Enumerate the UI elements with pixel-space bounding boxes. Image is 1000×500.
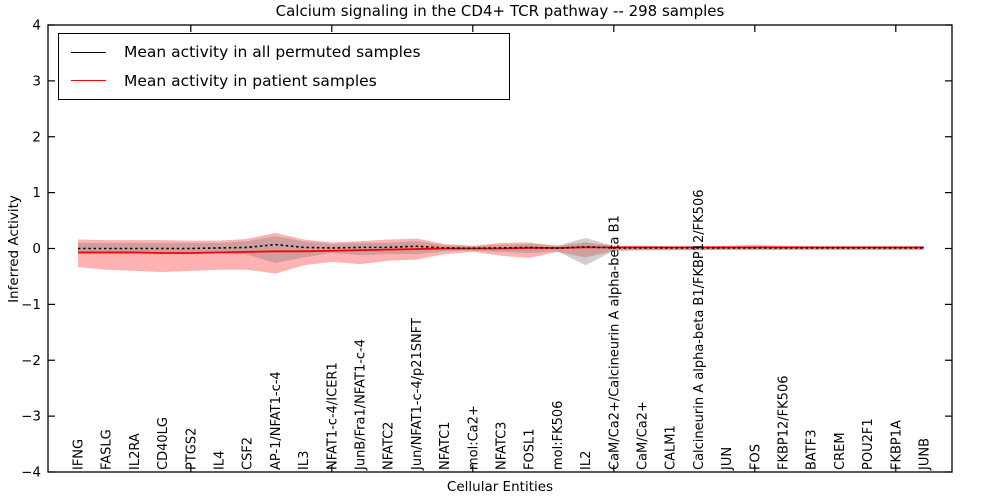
legend-item-permuted: Mean activity in all permuted samples [59,39,509,65]
x-tick-label: IL2RA [128,433,143,470]
permuted-std-band [78,236,924,266]
y-tick-label: 2 [32,129,41,145]
legend-label-patient: Mean activity in patient samples [124,71,377,90]
x-tick-label: NFATC1 [438,422,453,470]
x-tick-label: FASLG [100,429,115,470]
chart-title: Calcium signaling in the CD4+ TCR pathwa… [275,2,725,20]
y-tick-label: −3 [21,409,41,425]
x-tick-label: AP-1/NFAT1-c-4 [269,371,284,470]
x-tick-label: NFAT1-c-4/ICER1 [325,362,340,470]
x-axis-label: Cellular Entities [446,479,554,495]
x-tick-label: mol:Ca2+ [466,405,481,470]
y-tick-label: 0 [32,241,41,257]
permuted-mean-line [78,243,924,250]
x-tick-label: CaM/Ca2+/Calcineurin A alpha-beta B1 [607,215,622,470]
x-tick-label: IL4 [213,451,228,470]
legend-label-permuted: Mean activity in all permuted samples [124,43,421,62]
y-tick-label: 4 [32,18,41,34]
x-tick-label: PTGS2 [184,428,199,470]
x-tick-label: mol:FK506 [551,401,566,470]
y-tick-label: −2 [21,353,41,369]
x-tick-label: POU2F1 [861,418,876,470]
x-tick-label: IFNG [72,439,87,470]
y-tick-label: 3 [32,73,41,89]
x-tick-label: NFATC2 [382,422,397,470]
x-tick-label: CALM1 [664,425,679,470]
y-tick-label: −4 [21,465,41,481]
patient-line-swatch [71,80,106,82]
x-tick-label: CREM [833,432,848,470]
x-tick-label: NFATC3 [495,422,510,470]
legend: Mean activity in all permuted samples Me… [58,33,510,100]
x-tick-label: IL3 [297,451,312,470]
y-tick-label: 1 [32,185,41,201]
x-tick-label: IL2 [579,451,594,470]
x-tick-label: BATF3 [805,430,820,471]
x-tick-label: FOS [748,444,763,470]
y-axis-label: Inferred Activity [6,195,22,303]
x-tick-label: JunB/Fra1/NFAT1-c-4 [354,339,369,471]
x-tick-label: FKBP12/FK506 [777,376,792,471]
x-tick-label: Jun/NFAT1-c-4/p21SNFT [410,318,425,471]
x-tick-label: CD40LG [156,417,171,470]
legend-item-patient: Mean activity in patient samples [59,68,509,94]
x-tick-label: FKBP1A [889,420,904,470]
y-tick-label: −1 [21,297,41,313]
x-tick-label: FOSL1 [523,429,538,470]
patient-std-band [78,232,924,274]
x-tick-label: CaM/Ca2+ [636,401,651,470]
permuted-line-swatch [71,51,106,53]
x-tick-label: Calcineurin A alpha-beta B1/FKBP12/FK506 [692,190,707,470]
x-tick-label: JUNB [918,438,933,471]
x-tick-label: JUN [720,447,735,471]
x-tick-label: CSF2 [241,437,256,470]
